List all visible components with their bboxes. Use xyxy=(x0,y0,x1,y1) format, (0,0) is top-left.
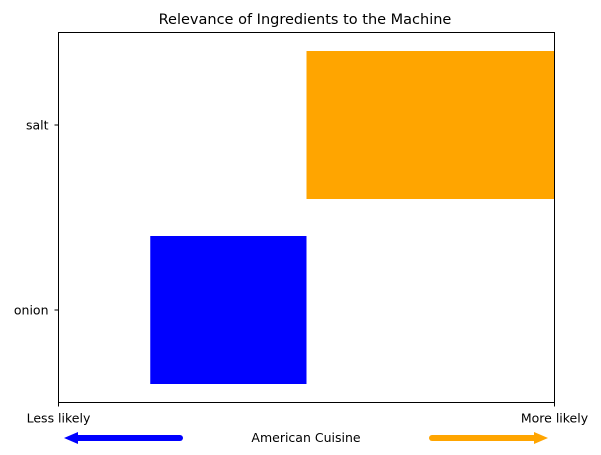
bars-group xyxy=(150,51,555,384)
arrow-left-head xyxy=(64,432,78,444)
y-tick-label-salt: salt xyxy=(26,118,49,133)
chart-title: Relevance of Ingredients to the Machine xyxy=(159,12,452,28)
x-ticks-group: Less likely More likely xyxy=(27,402,589,426)
bar-onion xyxy=(150,236,307,384)
y-ticks-group: onion salt xyxy=(14,118,59,318)
bar-salt xyxy=(306,51,555,199)
x-tick-label-0: Less likely xyxy=(27,411,91,426)
plot-frame xyxy=(58,32,555,403)
arrows-group xyxy=(64,432,548,444)
x-axis-label: American Cuisine xyxy=(251,430,360,445)
x-tick-label-1: More likely xyxy=(521,411,589,426)
y-tick-label-onion: onion xyxy=(14,303,49,318)
arrow-right-head xyxy=(534,432,548,444)
